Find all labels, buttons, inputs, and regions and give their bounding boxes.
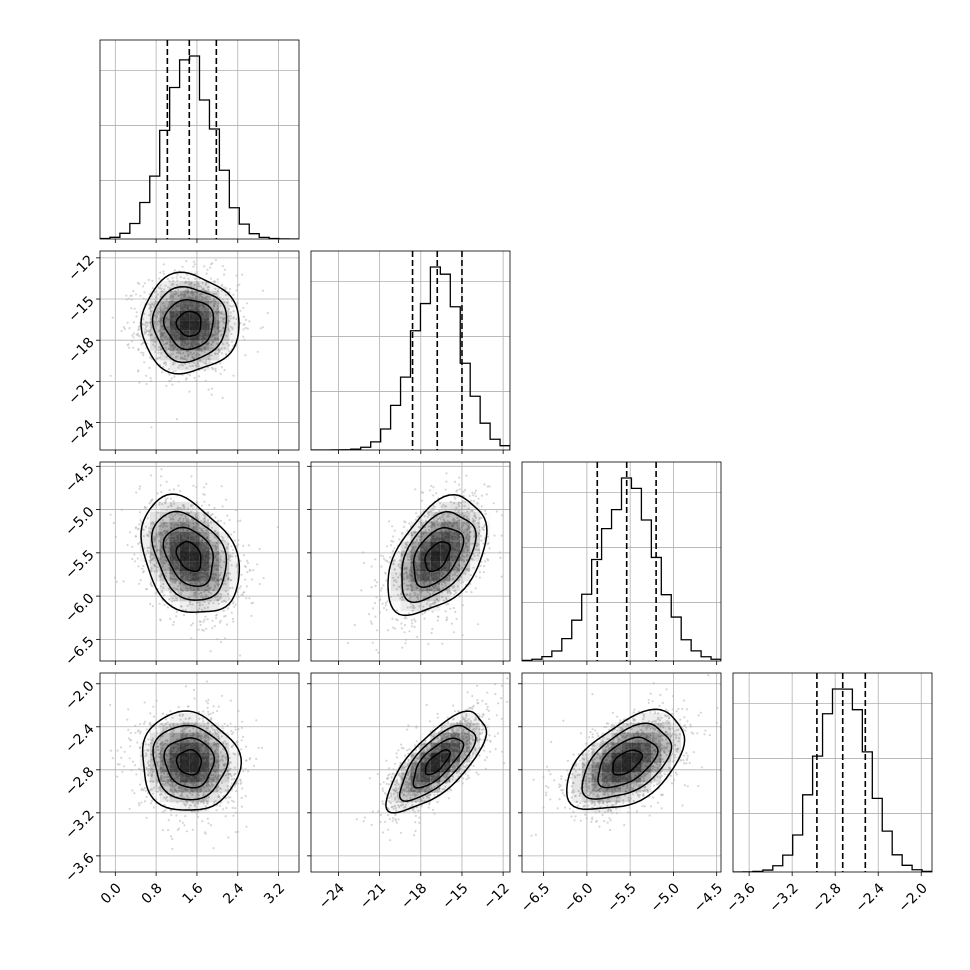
x-tick-label: −18 <box>398 880 430 912</box>
y-tick-label: −3.2 <box>62 807 97 842</box>
x-tick-label: −3.2 <box>766 880 801 915</box>
contour-2sigma <box>140 493 241 613</box>
contour-1.5sigma <box>581 722 673 800</box>
contour-1.5sigma <box>152 724 229 801</box>
panel-frame <box>310 250 511 451</box>
contour-0.5sigma <box>612 749 644 776</box>
density-blocks <box>390 712 481 813</box>
y-tick-label: −24 <box>65 417 97 449</box>
panel-3-3: −3.6 −3.2 −2.8 −2.4 −2.0 <box>723 672 933 916</box>
panel-frame <box>732 672 933 873</box>
panel-1-1 <box>310 250 511 454</box>
x-tick-label: 1.6 <box>180 880 207 907</box>
histogram-2 <box>522 477 721 661</box>
contour-1sigma <box>412 527 465 588</box>
panel-frame <box>310 672 511 873</box>
contour-2sigma <box>385 710 488 814</box>
y-tick-label: −2.8 <box>62 764 97 799</box>
contour-1sigma <box>163 737 216 789</box>
contour-1.5sigma <box>151 285 228 364</box>
x-tick-label: 2.4 <box>220 880 247 907</box>
contour-1sigma <box>597 736 659 789</box>
contour-2sigma <box>387 493 488 617</box>
y-tick-label: −6.5 <box>62 634 97 669</box>
x-tick-label: −5.0 <box>648 880 683 915</box>
contour-1sigma <box>162 299 215 351</box>
y-tick-label: −6.0 <box>62 590 97 625</box>
panel-3-2: −6.5 −6.0 −5.5 −5.0 −4.5 <box>518 672 726 916</box>
contour-1.5sigma <box>401 510 477 604</box>
y-tick-label: −21 <box>65 376 97 408</box>
contour-2sigma <box>140 271 240 375</box>
x-tick-label: −5.5 <box>604 880 639 915</box>
y-tick-label: −3.6 <box>62 850 97 885</box>
x-tick-label: −6.5 <box>518 880 553 915</box>
density-blocks <box>139 501 240 612</box>
panel-2-2 <box>521 461 722 665</box>
density-blocks <box>571 712 682 813</box>
histogram-0 <box>100 55 299 239</box>
panel-frame <box>99 39 300 240</box>
x-tick-label: −2.8 <box>809 880 844 915</box>
panel-2-1 <box>307 461 511 665</box>
x-tick-label: 3.2 <box>261 880 288 907</box>
contour-2sigma <box>141 710 243 811</box>
y-tick-label: −5.0 <box>62 504 97 539</box>
density-blocks <box>139 280 240 371</box>
y-tick-label: −2.4 <box>62 721 97 756</box>
x-tick-label: −3.6 <box>723 880 758 915</box>
x-tick-label: −6.0 <box>561 880 596 915</box>
panel-frame <box>99 672 300 873</box>
panel-frame <box>521 672 722 873</box>
x-tick-label: −2.4 <box>852 880 887 915</box>
x-tick-label: 0.8 <box>139 880 166 907</box>
x-tick-label: −24 <box>316 880 348 912</box>
contour-0.5sigma <box>175 540 202 573</box>
y-tick-label: −2.0 <box>62 678 97 713</box>
contour-0.5sigma <box>175 310 202 337</box>
y-tick-label: −12 <box>65 252 97 284</box>
contour-0.5sigma <box>424 749 451 776</box>
panel-0-0 <box>99 39 300 243</box>
y-tick-label: −5.5 <box>62 547 97 582</box>
histogram-3 <box>733 688 932 872</box>
y-tick-label: −18 <box>65 335 97 367</box>
x-tick-label: −21 <box>357 880 389 912</box>
panel-3-0: −3.6 −3.2 −2.8 −2.4 −2.0 0.0 0.8 1.6 2.4 3.2 <box>62 672 300 907</box>
histogram-1 <box>311 266 510 450</box>
y-tick-label: −15 <box>65 293 97 325</box>
contour-1.5sigma <box>150 510 228 601</box>
panel-frame <box>521 461 722 662</box>
x-tick-label: −12 <box>481 880 513 912</box>
x-tick-label: 0.0 <box>98 880 125 907</box>
contour-1.5sigma <box>398 724 477 802</box>
contour-0.5sigma <box>424 541 451 573</box>
y-tick-label: −4.5 <box>62 461 97 496</box>
panel-frame <box>310 461 511 662</box>
panel-3-1: −24 −21 −18 −15 −12 <box>307 672 513 913</box>
x-tick-label: −4.5 <box>691 880 726 915</box>
density-blocks <box>139 712 240 813</box>
panel-frame <box>99 250 300 451</box>
contour-2sigma <box>566 708 686 811</box>
x-tick-label: −15 <box>439 880 471 912</box>
panel-frame <box>99 461 300 662</box>
panel-1-0: −24 −21 −18 −15 −12 <box>65 250 300 454</box>
contour-1sigma <box>162 526 214 587</box>
contour-0.5sigma <box>175 748 203 776</box>
density-blocks <box>390 501 481 612</box>
contour-1sigma <box>412 737 465 789</box>
x-tick-label: −2.0 <box>896 880 931 915</box>
panel-2-0: −6.5 −6.0 −5.5 −5.0 −4.5 <box>62 461 300 669</box>
